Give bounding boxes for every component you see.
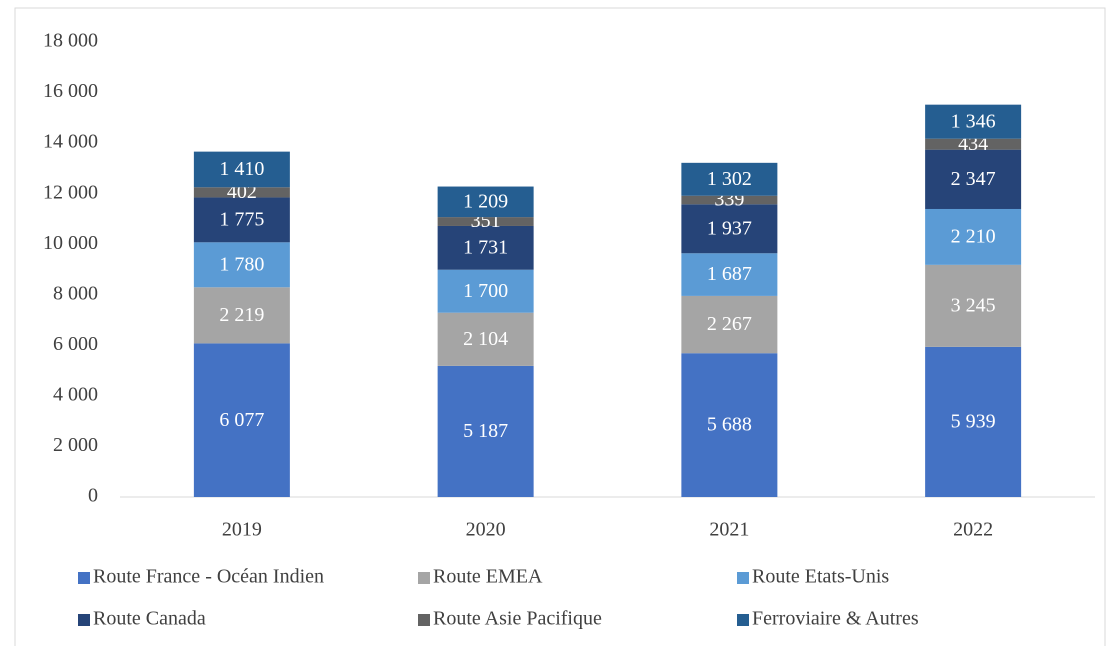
data-label: 1 302: [707, 168, 752, 190]
data-label: 1 700: [463, 280, 508, 302]
bar-segment: [437, 312, 534, 366]
y-tick-label: 18 000: [43, 30, 98, 52]
bar-segment: [437, 365, 534, 497]
data-label: 1 346: [951, 110, 996, 132]
bar-segment: [437, 225, 534, 270]
y-tick-label: 16 000: [43, 80, 98, 102]
legend-swatch: [78, 614, 90, 626]
y-tick-label: 12 000: [43, 181, 98, 203]
data-label: 2 104: [463, 328, 508, 350]
legend-swatch: [737, 614, 749, 626]
bar-segment: [681, 295, 778, 354]
bar-segment: [437, 269, 534, 313]
data-label: 1 780: [219, 253, 264, 275]
legend-label: Ferroviaire & Autres: [752, 608, 919, 630]
y-tick-label: 2 000: [53, 434, 98, 456]
bar-segment: [193, 197, 290, 243]
y-tick-label: 4 000: [53, 383, 98, 405]
bar-segment: [437, 186, 534, 218]
bar-segment: [681, 162, 778, 196]
bar-segment: [193, 151, 290, 188]
x-tick-label: 2019: [222, 519, 262, 541]
data-label: 2 267: [707, 313, 752, 335]
y-tick-label: 6 000: [53, 333, 98, 355]
data-label: 5 187: [463, 420, 508, 442]
x-tick-label: 2021: [709, 519, 749, 541]
y-tick-label: 0: [88, 485, 98, 507]
legend-label: Route EMEA: [433, 566, 543, 588]
data-label: 1 937: [707, 217, 752, 239]
legend-swatch: [78, 572, 90, 584]
bar-segment: [193, 187, 290, 198]
bar-segment: [681, 353, 778, 497]
legend-swatch: [418, 572, 430, 584]
bar-segment: [193, 343, 290, 497]
data-label: 1 687: [707, 263, 752, 285]
y-tick-label: 14 000: [43, 131, 98, 153]
bar-segment: [925, 104, 1022, 139]
legend-swatch: [737, 572, 749, 584]
data-label: 1 731: [463, 236, 508, 258]
bar-segment: [437, 217, 534, 226]
data-label: 5 939: [951, 411, 996, 433]
x-tick-label: 2022: [953, 519, 993, 541]
y-tick-label: 10 000: [43, 232, 98, 254]
bar-segment: [925, 264, 1022, 347]
bar-segment: [925, 138, 1022, 150]
data-label: 5 688: [707, 414, 752, 436]
data-label: 3 245: [951, 294, 996, 316]
legend-label: Route Asie Pacifique: [433, 608, 602, 630]
bar-segment: [681, 195, 778, 205]
data-label: 1 775: [219, 208, 264, 230]
legend-label: Route France - Océan Indien: [93, 566, 324, 588]
legend-label: Route Canada: [93, 608, 206, 630]
bar-segment: [681, 204, 778, 254]
y-tick-label: 8 000: [53, 282, 98, 304]
data-label: 1 410: [219, 158, 264, 180]
data-label: 6 077: [219, 409, 264, 431]
bar-segment: [681, 253, 778, 296]
x-tick-label: 2020: [466, 519, 506, 541]
data-label: 2 210: [951, 226, 996, 248]
legend-label: Route Etats-Unis: [752, 566, 889, 588]
bar-segment: [193, 287, 290, 344]
bar-segment: [925, 149, 1022, 209]
bar-segment: [925, 208, 1022, 265]
data-label: 1 209: [463, 190, 508, 212]
bar-segment: [925, 346, 1022, 497]
data-label: 2 347: [951, 168, 996, 190]
data-label: 2 219: [219, 304, 264, 326]
bar-segment: [193, 242, 290, 288]
legend-swatch: [418, 614, 430, 626]
